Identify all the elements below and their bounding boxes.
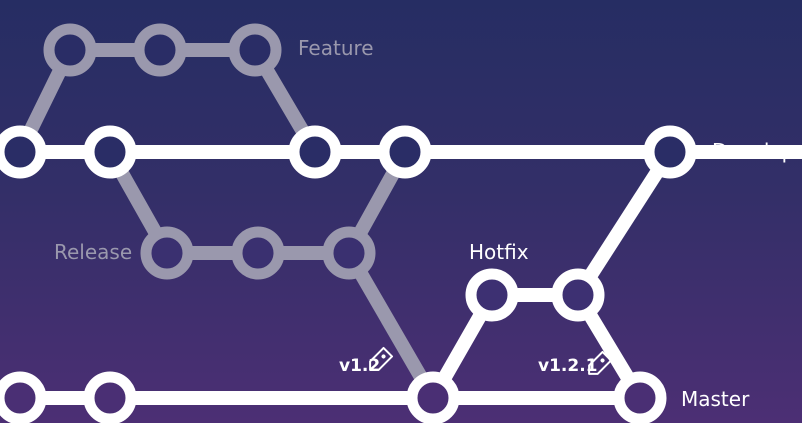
version-tag-v1-2-1: v1.2.1 xyxy=(538,350,613,376)
master-commit-node xyxy=(83,371,137,423)
hotfix-commit-node xyxy=(465,268,519,322)
develop-commit-node xyxy=(83,125,137,179)
version-tag-v1-2: v1.2 xyxy=(339,346,394,376)
develop-commit-node xyxy=(643,125,697,179)
develop-nodes xyxy=(0,125,697,179)
release-merge-line xyxy=(342,249,440,402)
master-commit-node xyxy=(613,371,667,423)
release-commit-node xyxy=(322,226,376,280)
feature-commit-node xyxy=(133,23,187,77)
tag-icon xyxy=(369,346,394,371)
tag-icon xyxy=(588,350,613,375)
release-label: Release xyxy=(54,240,132,264)
version-tag-label: v1.2.1 xyxy=(538,356,597,376)
hotfix-nodes xyxy=(465,268,605,322)
master-commit-node xyxy=(406,371,460,423)
master-commit-node xyxy=(0,371,47,423)
release-commit-node xyxy=(231,226,285,280)
feature-branch xyxy=(13,23,322,156)
develop-commit-node xyxy=(288,125,342,179)
master-nodes xyxy=(0,371,667,423)
hotfix-label: Hotfix xyxy=(469,240,529,264)
hotfix-branch xyxy=(426,288,646,402)
develop-label: Develop xyxy=(712,139,794,163)
hotfix-to-develop-line xyxy=(572,148,676,299)
feature-commit-node xyxy=(228,23,282,77)
feature-label: Feature xyxy=(298,36,374,60)
develop-commit-node xyxy=(0,125,47,179)
release-commit-node xyxy=(140,226,194,280)
hotfix-commit-node xyxy=(551,268,605,322)
develop-commit-node xyxy=(378,125,432,179)
feature-commit-node xyxy=(43,23,97,77)
version-tag-label: v1.2 xyxy=(339,356,380,376)
master-label: Master xyxy=(681,387,750,411)
release-branch xyxy=(103,148,440,402)
hotfix-branch-line xyxy=(426,288,646,402)
